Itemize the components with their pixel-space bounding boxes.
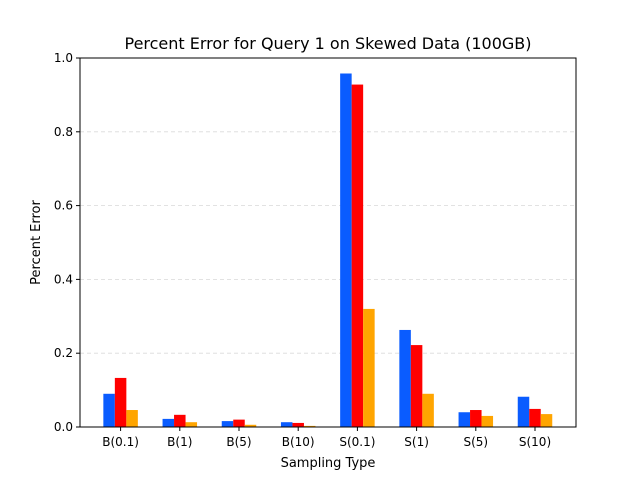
x-tick-label: S(1)	[404, 435, 429, 449]
bar-B(10)-series-2	[292, 422, 304, 427]
y-tick-label: 0.0	[54, 420, 73, 434]
bar-B(5)-series-1	[221, 421, 234, 427]
bar-S(5)-series-1	[458, 412, 471, 427]
bar-B(0.1)-series-1	[103, 393, 115, 427]
y-axis-label: Percent Error	[29, 199, 44, 284]
bar-S(1)-series-3	[422, 393, 434, 427]
y-tick-label: 0.4	[54, 272, 73, 286]
x-tick-label: B(5)	[226, 435, 251, 449]
bars	[103, 73, 553, 428]
x-tick-label: B(0.1)	[102, 435, 139, 449]
bar-B(5)-series-3	[244, 424, 257, 427]
y-tick-label: 0.8	[54, 125, 73, 139]
bar-S(0.1)-series-3	[363, 308, 375, 427]
x-axis-label: Sampling Type	[281, 456, 376, 471]
y-tick-label: 1.0	[54, 51, 73, 65]
bar-S(0.1)-series-2	[351, 84, 364, 428]
chart-title: Percent Error for Query 1 on Skewed Data…	[124, 34, 531, 53]
bar-B(0.1)-series-3	[126, 410, 138, 427]
x-tick-label: S(10)	[519, 435, 551, 449]
bar-B(1)-series-3	[185, 422, 198, 427]
bar-B(10)-series-3	[303, 425, 316, 427]
x-tick-label: S(0.1)	[339, 435, 375, 449]
bar-S(5)-series-3	[481, 415, 494, 427]
plot-frame	[79, 57, 577, 428]
bar-S(1)-series-1	[399, 329, 411, 427]
x-axis-ticks: B(0.1) B(1) B(5) B(10) S(0.1) S(1) S(5) S(10)	[102, 427, 551, 449]
y-tick-label: 0.6	[54, 199, 73, 213]
bar-S(10)-series-1	[517, 396, 530, 427]
bar-S(10)-series-3	[540, 414, 553, 427]
x-tick-label: B(10)	[282, 435, 315, 449]
y-axis-ticks: 0.0 0.2 0.4 0.6 0.8 1.0	[54, 51, 80, 434]
bar-B(1)-series-2	[174, 414, 186, 427]
bar-S(10)-series-2	[529, 408, 541, 427]
bar-B(10)-series-1	[280, 422, 293, 427]
bar-B(0.1)-series-2	[114, 377, 127, 427]
bar-S(1)-series-2	[410, 345, 423, 427]
x-tick-label: B(1)	[167, 435, 192, 449]
grid-lines	[80, 131, 576, 354]
bar-S(5)-series-2	[470, 410, 482, 427]
y-tick-label: 0.2	[54, 346, 73, 360]
x-tick-label: S(5)	[463, 435, 488, 449]
bar-B(5)-series-2	[233, 419, 245, 427]
bar-S(0.1)-series-1	[340, 73, 352, 428]
bar-B(1)-series-1	[162, 418, 175, 427]
